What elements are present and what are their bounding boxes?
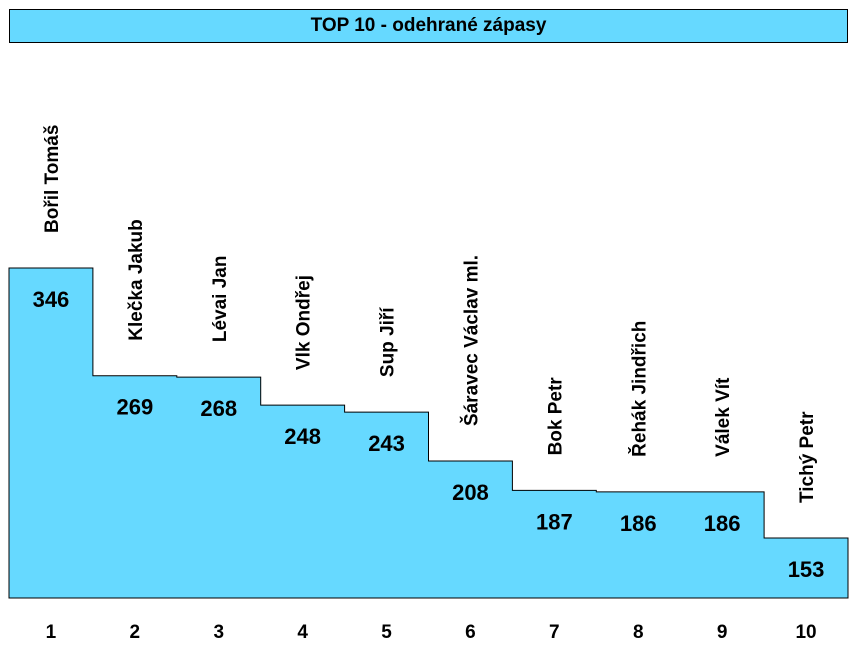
player-name-label: Vlk Ondřej <box>294 275 315 370</box>
value-labels: 346 269 268 248 243 208 187 186 186 153 <box>33 287 825 582</box>
player-name-label: Řehák Jindřich <box>628 321 650 457</box>
rank-label: 8 <box>633 622 644 643</box>
player-name-label: Bok Petr <box>545 377 566 456</box>
player-name-label: Tichý Petr <box>797 411 818 503</box>
player-name-label: Sup Jiří <box>378 307 399 377</box>
value-label: 208 <box>452 480 489 505</box>
value-label: 187 <box>536 509 573 534</box>
player-name-label: Válek Vít <box>713 377 734 457</box>
rank-label: 4 <box>297 622 308 643</box>
value-label: 269 <box>116 395 153 420</box>
rank-label: 5 <box>381 622 392 643</box>
rank-label: 3 <box>213 622 224 643</box>
chart-title: TOP 10 - odehrané zápasy <box>9 9 848 43</box>
rank-label: 2 <box>130 622 141 643</box>
rank-label: 9 <box>717 622 728 643</box>
rank-label: 7 <box>549 622 560 643</box>
value-label: 243 <box>368 431 405 456</box>
player-names: Bořil Tomáš Klečka Jakub Lévai Jan Vlk Ondř… <box>42 125 818 503</box>
value-label: 268 <box>200 396 237 421</box>
rank-labels: 1 2 3 4 5 6 7 8 9 10 <box>46 622 817 643</box>
player-name-label: Lévai Jan <box>210 256 231 343</box>
step-area <box>8 267 849 599</box>
value-label: 248 <box>284 424 321 449</box>
rank-label: 1 <box>46 622 57 643</box>
rank-label: 10 <box>795 622 816 643</box>
value-label: 153 <box>788 557 825 582</box>
value-label: 186 <box>704 511 741 536</box>
player-name-label: Šáravec Václav ml. <box>460 255 482 426</box>
value-label: 346 <box>33 287 70 312</box>
player-name-label: Klečka Jakub <box>126 219 147 340</box>
player-name-label: Bořil Tomáš <box>42 125 63 233</box>
rank-label: 6 <box>465 622 476 643</box>
value-label: 186 <box>620 511 657 536</box>
